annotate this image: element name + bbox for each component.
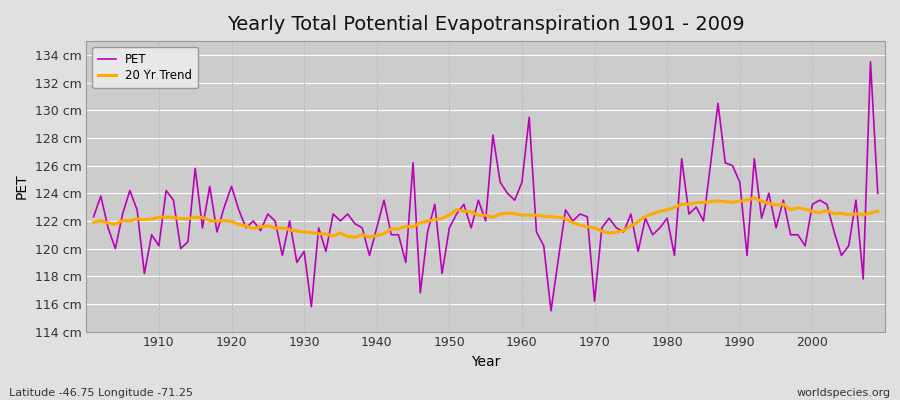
20 Yr Trend: [364, 235, 375, 240]
Line: 20 Yr Trend: 20 Yr Trend: [94, 198, 878, 237]
20 Yr Trend: [749, 196, 760, 200]
PET: [306, 304, 317, 309]
PET: [517, 180, 527, 184]
PET: [146, 232, 157, 237]
20 Yr Trend: [306, 230, 317, 235]
X-axis label: Year: Year: [471, 355, 500, 369]
PET: [865, 60, 876, 64]
20 Yr Trend: [517, 213, 527, 218]
Text: Latitude -46.75 Longitude -71.25: Latitude -46.75 Longitude -71.25: [9, 388, 193, 398]
20 Yr Trend: [524, 213, 535, 218]
Line: PET: PET: [94, 62, 878, 311]
PET: [611, 226, 622, 230]
Legend: PET, 20 Yr Trend: PET, 20 Yr Trend: [92, 47, 198, 88]
PET: [349, 221, 360, 226]
PET: [545, 308, 556, 313]
PET: [872, 191, 883, 196]
PET: [509, 198, 520, 202]
20 Yr Trend: [872, 209, 883, 214]
20 Yr Trend: [88, 220, 99, 225]
20 Yr Trend: [349, 235, 360, 240]
20 Yr Trend: [611, 230, 622, 235]
20 Yr Trend: [146, 216, 157, 221]
Text: worldspecies.org: worldspecies.org: [796, 388, 891, 398]
Y-axis label: PET: PET: [15, 174, 29, 199]
Title: Yearly Total Potential Evapotranspiration 1901 - 2009: Yearly Total Potential Evapotranspiratio…: [227, 15, 744, 34]
PET: [88, 214, 99, 219]
